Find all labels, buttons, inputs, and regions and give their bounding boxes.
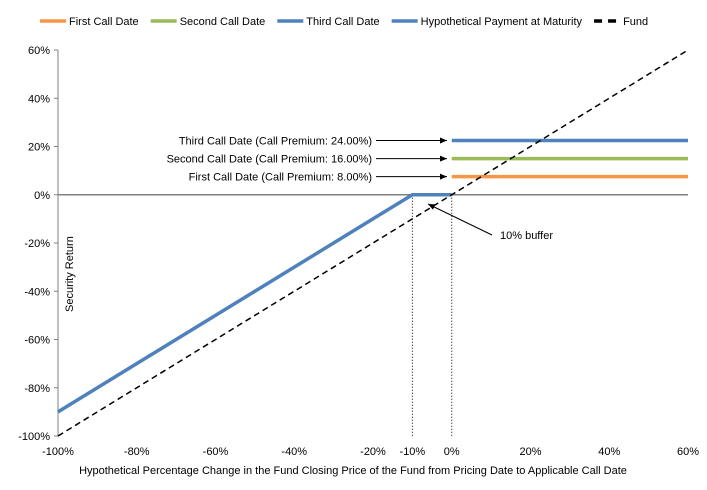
x-tick-label: -10% [400,446,426,458]
y-axis-title: Security Return [64,236,76,312]
x-axis-title: Hypothetical Percentage Change in the Fu… [79,465,627,477]
legend-label: Second Call Date [180,16,266,28]
x-tick-label: 60% [677,446,699,458]
buffer-arrow [427,203,493,236]
y-tick-label: 40% [28,93,50,105]
y-tick-label: -80% [24,383,50,395]
series-line-3 [57,193,452,414]
y-tick-label: 60% [28,45,50,57]
series-line-4 [57,49,689,437]
x-tick-label: -100% [42,446,74,458]
y-tick-label: -20% [24,238,50,250]
y-tick-label: 0% [34,190,50,202]
call-annotation: Third Call Date (Call Premium: 24.00%) [179,135,372,147]
x-tick-label: -80% [124,446,150,458]
x-tick-label: -20% [360,446,386,458]
legend-label: Hypothetical Payment at Maturity [421,16,583,28]
legend-label: Third Call Date [306,16,379,28]
y-tick-label: -100% [18,431,50,443]
x-tick-label: 40% [598,446,620,458]
x-tick-label: 20% [519,446,541,458]
legend-label: First Call Date [69,16,139,28]
x-tick-label: -40% [281,446,307,458]
y-tick-label: 20% [28,142,50,154]
x-tick-label: -60% [203,446,229,458]
x-tick-label: 0% [444,446,460,458]
buffer-label: 10% buffer [500,230,553,242]
call-annotation: Second Call Date (Call Premium: 16.00%) [167,154,372,166]
legend-label: Fund [623,16,648,28]
call-annotation: First Call Date (Call Premium: 8.00%) [189,172,372,184]
y-tick-label: -40% [24,286,50,298]
y-tick-label: -60% [24,335,50,347]
